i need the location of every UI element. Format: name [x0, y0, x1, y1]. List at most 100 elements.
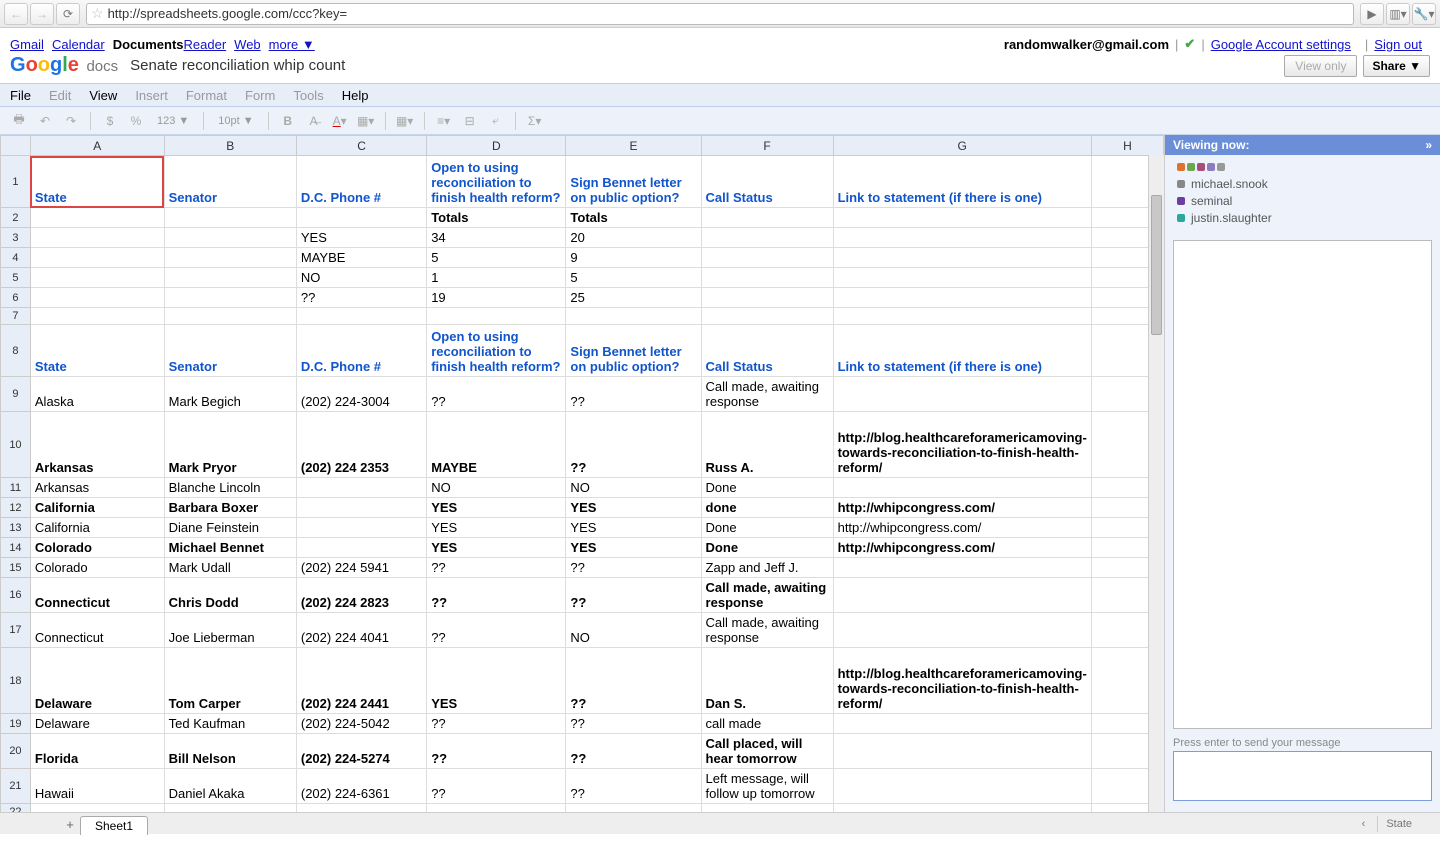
- column-header[interactable]: E: [566, 136, 701, 156]
- gnav-link[interactable]: more ▼: [269, 37, 315, 52]
- cell[interactable]: [30, 228, 164, 248]
- cell[interactable]: (202) 224 2823: [296, 578, 426, 613]
- cell[interactable]: ??: [566, 734, 701, 769]
- page-menu-icon[interactable]: ▥▾: [1386, 3, 1410, 25]
- cell[interactable]: (202) 224 2441: [296, 648, 426, 714]
- cell[interactable]: [164, 804, 296, 813]
- cell[interactable]: Link to statement (if there is one): [833, 156, 1091, 208]
- url-bar[interactable]: ☆ http://spreadsheets.google.com/ccc?key…: [86, 3, 1354, 25]
- menu-format[interactable]: Format: [186, 88, 227, 103]
- cell[interactable]: NO: [566, 613, 701, 648]
- bold-icon[interactable]: B: [277, 110, 299, 132]
- cell[interactable]: Russ A.: [701, 412, 833, 478]
- menu-tools[interactable]: Tools: [293, 88, 323, 103]
- cell[interactable]: ??: [566, 648, 701, 714]
- cell[interactable]: ??: [566, 558, 701, 578]
- cell[interactable]: [701, 308, 833, 325]
- cell[interactable]: ??: [427, 714, 566, 734]
- account-settings-link[interactable]: Google Account settings: [1211, 37, 1351, 52]
- wrench-icon[interactable]: 🔧▾: [1412, 3, 1436, 25]
- cell[interactable]: Call made, awaiting response: [701, 377, 833, 412]
- cell[interactable]: Tom Carper: [164, 648, 296, 714]
- cell[interactable]: State: [30, 325, 164, 377]
- cell[interactable]: [701, 248, 833, 268]
- row-header[interactable]: 12: [1, 498, 31, 518]
- cell[interactable]: Colorado: [30, 538, 164, 558]
- cell[interactable]: [296, 538, 426, 558]
- cell[interactable]: YES: [566, 518, 701, 538]
- gnav-link[interactable]: Web: [234, 37, 261, 52]
- cell[interactable]: [833, 769, 1091, 804]
- cell[interactable]: Open to using reconciliation to finish h…: [427, 325, 566, 377]
- cell[interactable]: Call Status: [701, 325, 833, 377]
- chevron-left-icon[interactable]: ‹: [1362, 818, 1366, 830]
- row-header[interactable]: 19: [1, 714, 31, 734]
- cell[interactable]: MAYBE: [427, 412, 566, 478]
- cell[interactable]: [30, 268, 164, 288]
- menu-edit[interactable]: Edit: [49, 88, 71, 103]
- cell[interactable]: Diane Feinstein: [164, 518, 296, 538]
- cell[interactable]: Mark Pryor: [164, 412, 296, 478]
- cell[interactable]: YES: [427, 498, 566, 518]
- row-header[interactable]: 11: [1, 478, 31, 498]
- cell[interactable]: Florida: [30, 734, 164, 769]
- cell[interactable]: ??: [427, 734, 566, 769]
- cell[interactable]: Daniel Akaka: [164, 769, 296, 804]
- cell[interactable]: YES: [296, 228, 426, 248]
- column-header[interactable]: A: [30, 136, 164, 156]
- cell[interactable]: ??: [566, 769, 701, 804]
- print-icon[interactable]: 🖶: [8, 110, 30, 132]
- cell[interactable]: Arkansas: [30, 412, 164, 478]
- cell[interactable]: [833, 804, 1091, 813]
- cell[interactable]: http://blog.healthcareforamericamoving-t…: [833, 412, 1091, 478]
- cell[interactable]: Senator: [164, 156, 296, 208]
- undo-icon[interactable]: ↶: [34, 110, 56, 132]
- text-color-icon[interactable]: A▾: [329, 110, 351, 132]
- menu-file[interactable]: File: [10, 88, 31, 103]
- cell[interactable]: YES: [566, 538, 701, 558]
- cell[interactable]: [30, 288, 164, 308]
- cell[interactable]: Blanche Lincoln: [164, 478, 296, 498]
- reload-button[interactable]: ⟳: [56, 3, 80, 25]
- cell[interactable]: [164, 268, 296, 288]
- row-header[interactable]: 9: [1, 377, 31, 412]
- cell[interactable]: [164, 308, 296, 325]
- select-all-corner[interactable]: [1, 136, 31, 156]
- cell[interactable]: [833, 248, 1091, 268]
- cell[interactable]: ??: [296, 288, 426, 308]
- cell[interactable]: D.C. Phone #: [296, 156, 426, 208]
- borders-icon[interactable]: ▦▾: [394, 110, 416, 132]
- cell[interactable]: Open to using reconciliation to finish h…: [427, 156, 566, 208]
- cell[interactable]: Call placed, will hear tomorrow: [701, 734, 833, 769]
- cell[interactable]: http://whipcongress.com/: [833, 518, 1091, 538]
- cell[interactable]: ??: [427, 377, 566, 412]
- row-header[interactable]: 21: [1, 769, 31, 804]
- cell[interactable]: Delaware: [30, 714, 164, 734]
- cell[interactable]: [701, 288, 833, 308]
- cell[interactable]: California: [30, 518, 164, 538]
- cell[interactable]: [30, 208, 164, 228]
- cell[interactable]: [296, 478, 426, 498]
- cell[interactable]: [164, 208, 296, 228]
- column-header[interactable]: G: [833, 136, 1091, 156]
- cell[interactable]: Bill Nelson: [164, 734, 296, 769]
- cell[interactable]: [164, 228, 296, 248]
- cell[interactable]: Mark Udall: [164, 558, 296, 578]
- fill-color-icon[interactable]: ▦▾: [355, 110, 377, 132]
- cell[interactable]: 1: [427, 268, 566, 288]
- cell[interactable]: [30, 308, 164, 325]
- cell[interactable]: [833, 578, 1091, 613]
- share-button[interactable]: Share ▼: [1363, 55, 1430, 77]
- cell[interactable]: [833, 377, 1091, 412]
- cell[interactable]: Senator: [164, 325, 296, 377]
- cell[interactable]: [833, 734, 1091, 769]
- signout-link[interactable]: Sign out: [1374, 37, 1422, 52]
- back-button[interactable]: ←: [4, 3, 28, 25]
- cell[interactable]: [833, 558, 1091, 578]
- cell[interactable]: Connecticut: [30, 613, 164, 648]
- cell[interactable]: Sign Bennet letter on public option?: [566, 156, 701, 208]
- column-header[interactable]: B: [164, 136, 296, 156]
- column-header[interactable]: F: [701, 136, 833, 156]
- cell[interactable]: [566, 804, 701, 813]
- column-header[interactable]: H: [1091, 136, 1163, 156]
